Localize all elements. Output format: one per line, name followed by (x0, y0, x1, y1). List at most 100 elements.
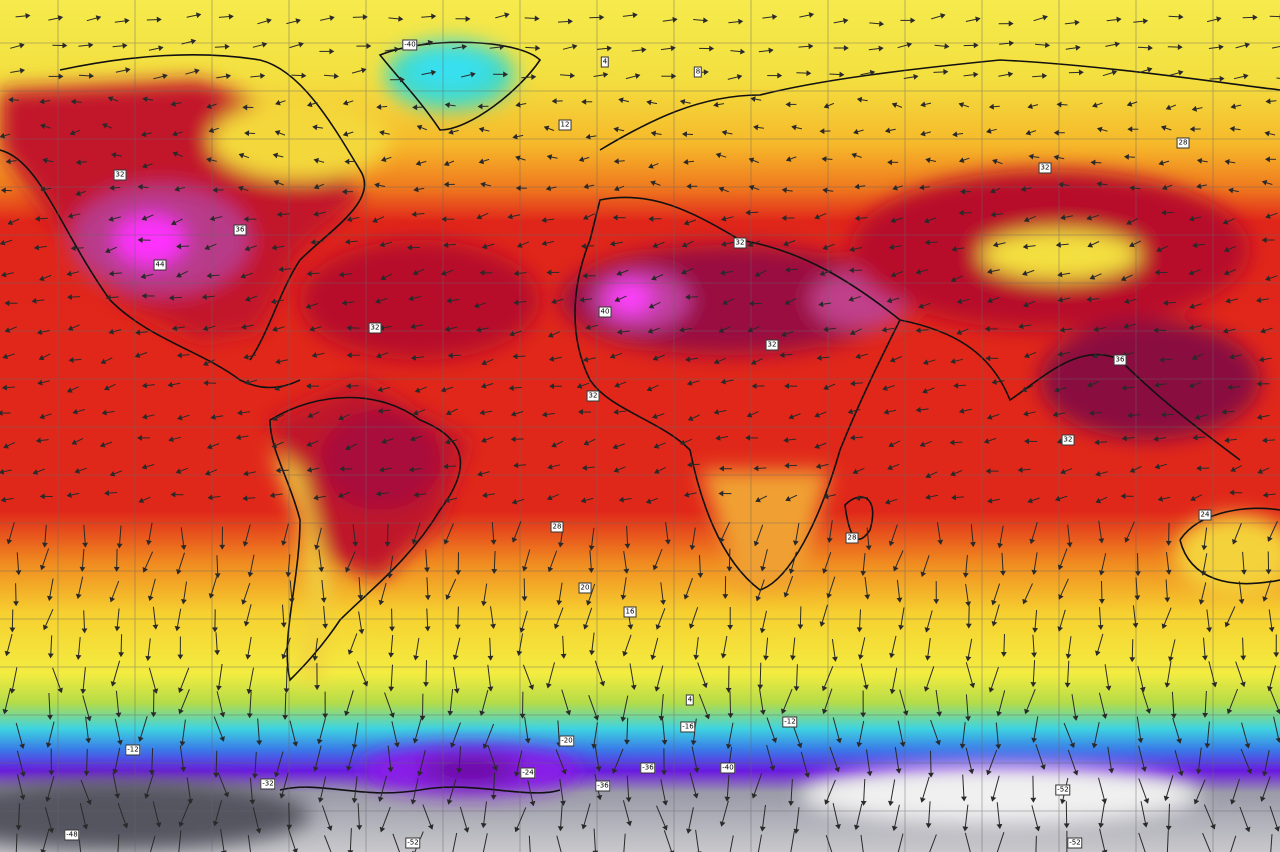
wind-arrow-head (113, 566, 120, 572)
temperature-value-label: -48 (64, 829, 80, 841)
wind-arrow-head (959, 743, 966, 749)
wind-arrow-head (445, 594, 451, 600)
wind-arrow-head (987, 497, 993, 504)
wind-arrow-head (1065, 653, 1072, 659)
wind-arrow-head (285, 572, 292, 578)
wind-arrow-head (685, 294, 691, 300)
wind-arrow-head (0, 468, 5, 475)
wind-arrow (314, 745, 322, 771)
wind-arrow-head (306, 441, 313, 447)
wind-arrow-head (448, 129, 454, 135)
wind-arrow-head (213, 772, 220, 778)
wind-arrow-head (1202, 655, 1208, 661)
wind-arrow (1141, 688, 1150, 714)
wind-arrow (217, 663, 223, 690)
wind-arrow-head (212, 187, 218, 193)
wind-arrow-head (1273, 652, 1280, 658)
wind-arrow-head (1244, 42, 1251, 49)
wind-arrow-head (242, 541, 249, 547)
wind-arrow (319, 776, 327, 802)
wind-arrow (16, 773, 24, 800)
wind-arrow-head (377, 386, 383, 393)
wind-arrow-head (246, 713, 253, 719)
wind-arrow-head (855, 353, 861, 360)
wind-arrow-head (1192, 242, 1198, 249)
wind-arrow (181, 719, 186, 746)
wind-arrow (149, 835, 156, 852)
wind-arrow-head (1161, 623, 1168, 630)
wind-arrow-head (410, 435, 416, 442)
wind-arrow (1276, 77, 1280, 79)
wind-arrow (179, 801, 191, 827)
wind-arrow (790, 830, 795, 852)
wind-arrow-head (576, 383, 583, 389)
wind-arrow-head (715, 434, 721, 441)
wind-arrow-head (109, 596, 116, 603)
wind-arrow-head (376, 352, 382, 359)
wind-arrow-head (412, 738, 419, 744)
wind-arrow (85, 716, 90, 743)
wind-arrow-head (241, 323, 247, 330)
wind-arrow-head (632, 12, 638, 19)
wind-arrow-head (144, 793, 150, 799)
wind-arrow-head (208, 127, 215, 133)
wind-arrow-head (306, 270, 312, 277)
wind-arrow-head (238, 152, 245, 159)
wind-arrow-head (316, 738, 323, 745)
wind-arrow-head (1127, 412, 1133, 419)
wind-arrow-head (924, 627, 931, 633)
wind-arrow-head (1123, 298, 1130, 305)
wind-arrow-head (620, 594, 627, 601)
wind-arrow-head (272, 152, 279, 159)
wind-arrow-head (347, 649, 354, 655)
wind-arrow-head (860, 570, 867, 577)
wind-arrow-head (1162, 300, 1168, 306)
wind-arrow (927, 801, 931, 828)
temperature-value-label: 32 (1038, 162, 1052, 174)
wind-arrow-head (513, 270, 519, 277)
wind-arrow-head (928, 772, 934, 778)
wind-arrow-head (2, 708, 9, 715)
wind-arrow (1140, 801, 1147, 827)
wind-arrow-head (1161, 209, 1166, 216)
wind-arrow-head (282, 715, 289, 721)
wind-arrow-head (209, 215, 216, 222)
wind-arrow (1269, 806, 1279, 831)
wind-arrow-head (1024, 352, 1030, 359)
wind-arrow (555, 749, 566, 774)
wind-arrow-head (311, 352, 318, 358)
wind-arrow-head (519, 713, 526, 719)
wind-arrow-head (105, 294, 111, 301)
wind-arrow-head (650, 130, 657, 137)
wind-arrow-head (114, 793, 121, 799)
wind-arrow-head (630, 684, 637, 691)
wind-arrow-head (455, 570, 462, 576)
wind-arrow-head (688, 623, 695, 629)
wind-arrow-head (890, 271, 897, 278)
wind-arrow-head (1161, 184, 1168, 191)
wind-arrow-head (747, 241, 754, 247)
wind-arrow-head (849, 329, 856, 336)
wind-arrow-head (596, 794, 603, 801)
wind-arrow-head (768, 47, 774, 54)
wind-arrow-head (842, 18, 849, 24)
wind-arrow-head (109, 471, 116, 477)
wind-arrow-head (148, 770, 155, 776)
wind-arrow (186, 777, 192, 804)
wind-arrow-head (1031, 737, 1038, 743)
wind-arrow-head (177, 414, 183, 421)
wind-arrow-head (313, 210, 319, 217)
wind-arrow-head (823, 384, 829, 390)
wind-arrow-head (560, 800, 566, 806)
wind-arrow-head (683, 594, 690, 600)
wind-arrow-head (431, 13, 437, 20)
wind-arrow-head (379, 466, 385, 473)
wind-arrow-head (47, 714, 53, 720)
wind-arrow-head (358, 628, 365, 635)
wind-arrow-head (444, 326, 451, 332)
wind-arrow-head (725, 687, 732, 693)
wind-arrow (1231, 778, 1240, 804)
wind-arrow-head (1240, 681, 1246, 688)
wind-arrow-head (216, 685, 222, 691)
wind-arrow-head (836, 737, 842, 744)
